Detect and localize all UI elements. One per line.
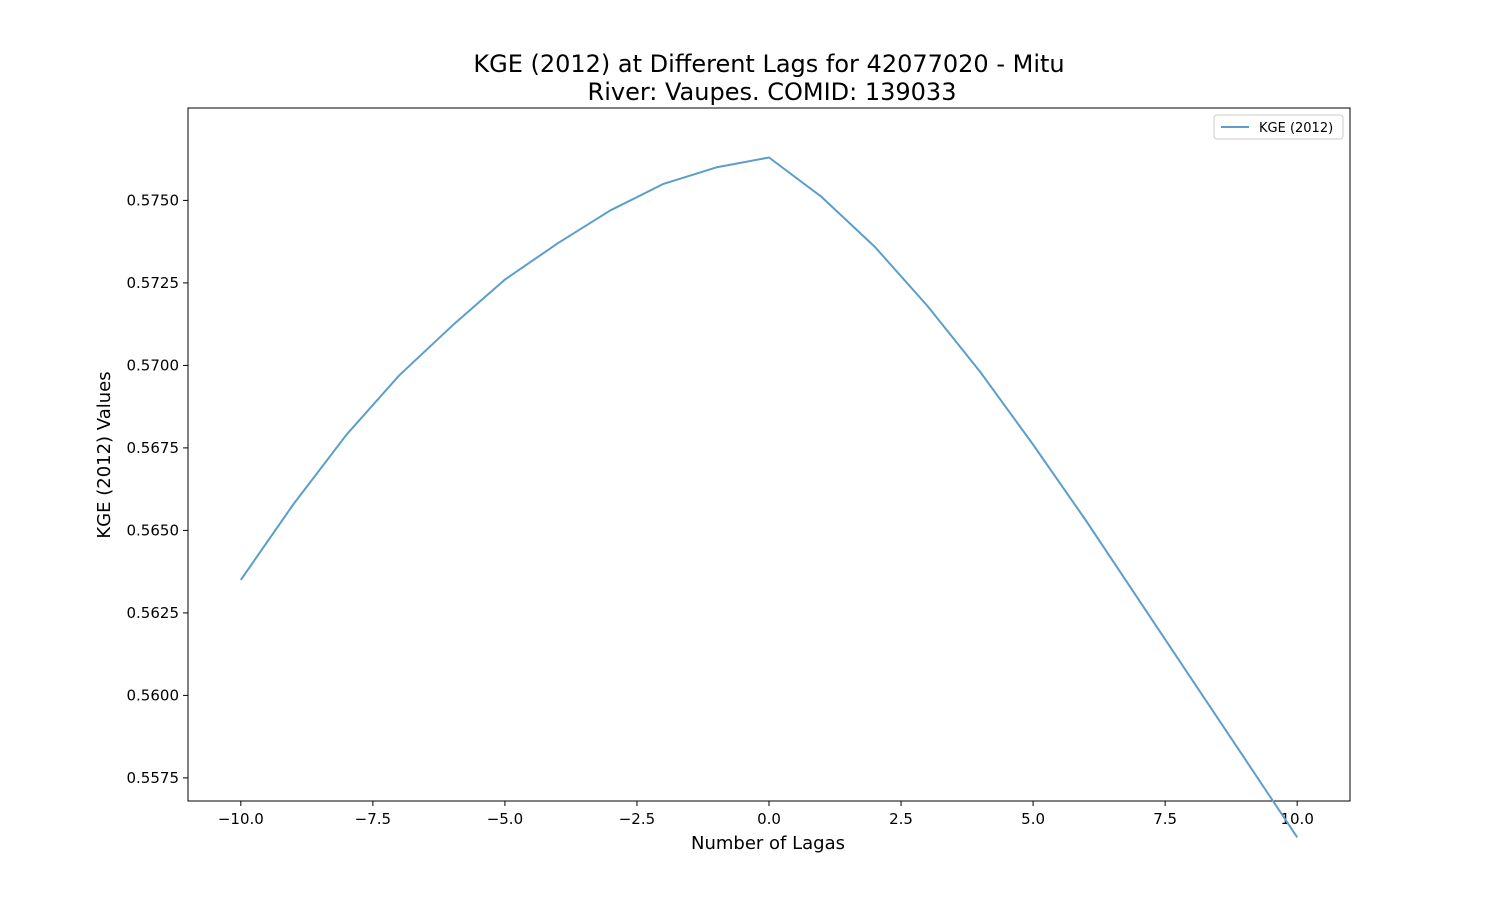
x-axis-label: Number of Lagas (691, 833, 845, 854)
x-tick-label: −7.5 (355, 810, 391, 828)
series-line (239, 156, 1299, 838)
x-tick-label: −5.0 (487, 810, 523, 828)
legend: KGE (2012) (1213, 114, 1344, 140)
chart-title-line2: River: Vaupes. COMID: 139033 (588, 78, 957, 106)
y-tick-label: 0.5625 (127, 604, 180, 622)
x-tick-label: −10.0 (218, 810, 264, 828)
y-tick-label: 0.5750 (127, 191, 180, 209)
x-tick-label: 5.0 (1021, 810, 1045, 828)
legend-series-label: KGE (2012) (1259, 121, 1333, 136)
y-tick-label: 0.5675 (127, 439, 180, 457)
x-tick-label: 7.5 (1153, 810, 1177, 828)
x-tick-label: −2.5 (619, 810, 655, 828)
plot-area (187, 107, 1351, 802)
y-tick-label: 0.5575 (127, 769, 180, 787)
y-tick-label: 0.5725 (127, 274, 180, 292)
x-axis-ticks: −10.0 −7.5 −5.0 −2.5 0.0 2.5 5.0 7.5 10.0 (218, 801, 1314, 828)
x-tick-label: 0.0 (757, 810, 781, 828)
legend-box (1213, 114, 1344, 140)
y-tick-label: 0.5650 (127, 521, 180, 539)
y-axis-label: KGE (2012) Values (94, 371, 115, 538)
x-tick-label: 2.5 (889, 810, 913, 828)
y-tick-label: 0.5700 (127, 356, 180, 374)
y-tick-label: 0.5600 (127, 686, 180, 704)
y-axis-ticks: 0.5575 0.5600 0.5625 0.5650 0.5675 0.5700 0.57… (127, 191, 188, 787)
chart-title-line1: KGE (2012) at Different Lags for 4207702… (473, 50, 1064, 78)
series-layer (239, 156, 1299, 838)
plot-frame (187, 107, 1351, 802)
